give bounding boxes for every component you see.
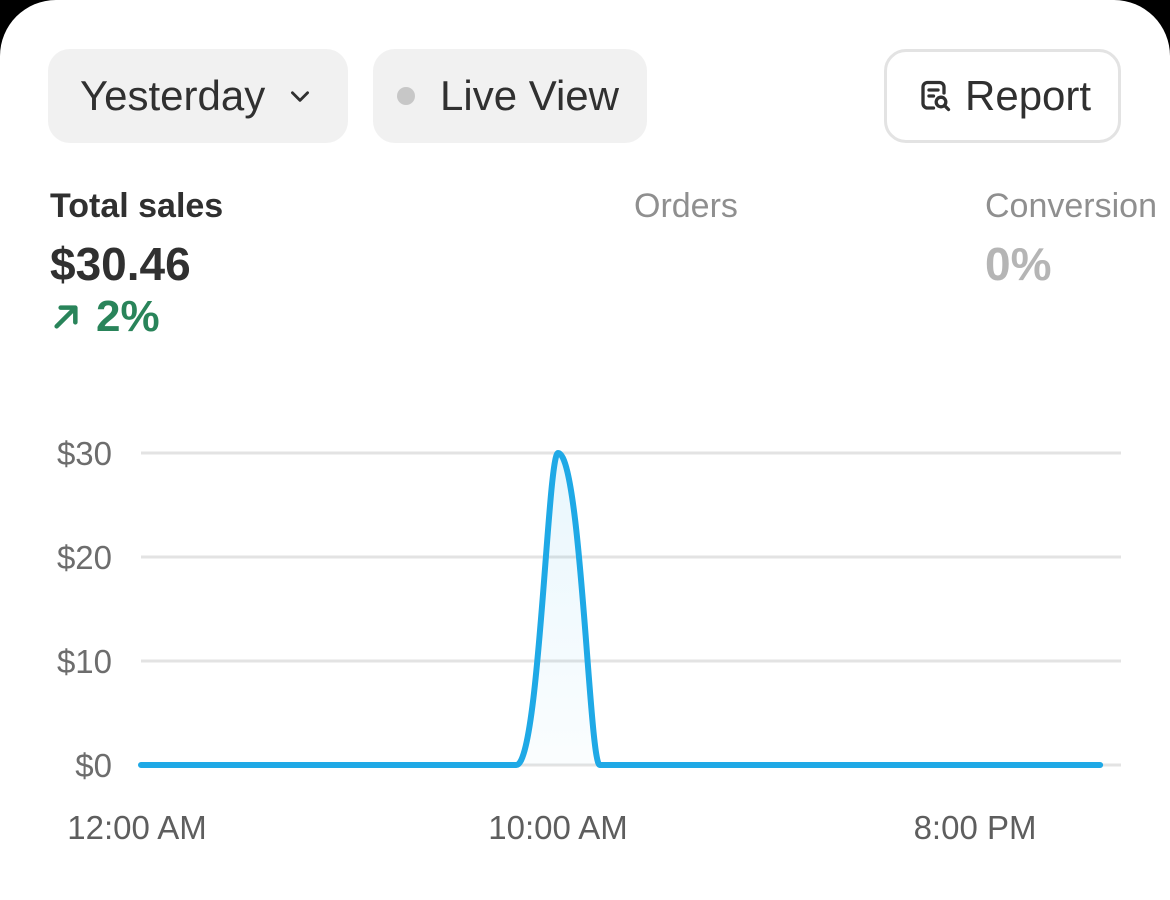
y-tick-label: $10 [57,643,112,680]
sales-line-chart: $0 $10 $20 $30 12:00 AM 10:00 AM 8:00 PM [0,0,1170,859]
y-tick-label: $30 [57,435,112,472]
x-tick-label: 12:00 AM [67,809,206,846]
series-area [141,453,1100,765]
y-tick-label: $0 [75,747,112,784]
x-tick-label: 8:00 PM [914,809,1037,846]
series-line [141,453,1100,765]
y-tick-label: $20 [57,539,112,576]
x-tick-label: 10:00 AM [488,809,627,846]
